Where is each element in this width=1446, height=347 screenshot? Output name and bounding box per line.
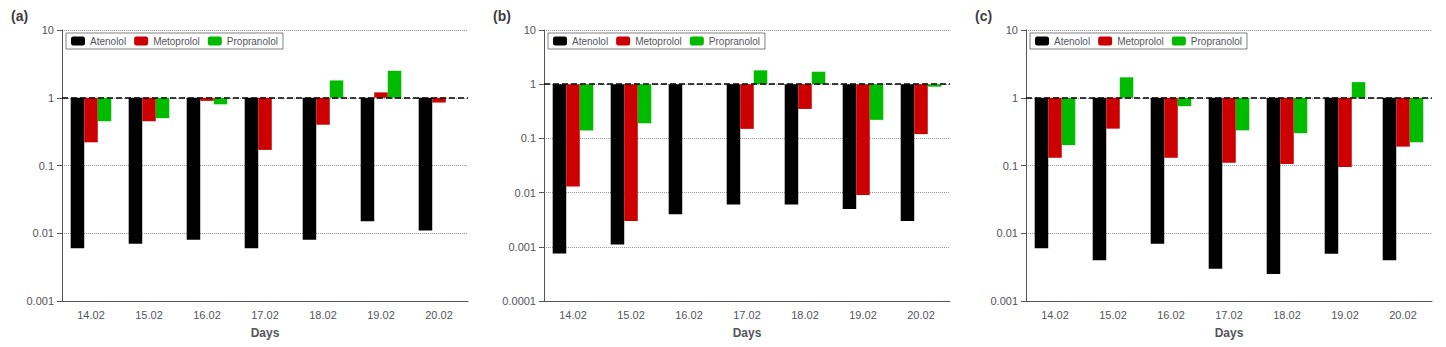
svg-text:1: 1	[530, 78, 536, 90]
svg-text:17.02: 17.02	[733, 309, 761, 321]
svg-text:(a): (a)	[11, 8, 28, 24]
svg-text:19.02: 19.02	[367, 309, 395, 321]
svg-text:17.02: 17.02	[251, 309, 279, 321]
svg-text:Days: Days	[251, 326, 280, 340]
svg-text:Days: Days	[733, 326, 762, 340]
svg-text:0.01: 0.01	[997, 227, 1018, 239]
svg-text:Propranolol: Propranolol	[709, 36, 760, 47]
svg-text:17.02: 17.02	[1215, 309, 1243, 321]
svg-text:20.02: 20.02	[1389, 309, 1417, 321]
svg-text:0.001: 0.001	[508, 241, 536, 253]
svg-text:0.01: 0.01	[515, 187, 536, 199]
svg-text:15.02: 15.02	[617, 309, 645, 321]
svg-text:0.1: 0.1	[521, 132, 536, 144]
svg-text:15.02: 15.02	[1099, 309, 1127, 321]
svg-text:1: 1	[1012, 92, 1018, 104]
svg-text:Metoprolol: Metoprolol	[635, 36, 682, 47]
svg-text:15.02: 15.02	[135, 309, 163, 321]
svg-text:Metoprolol: Metoprolol	[1117, 36, 1164, 47]
svg-text:Metoprolol: Metoprolol	[153, 36, 200, 47]
svg-text:0.01: 0.01	[33, 227, 54, 239]
svg-text:0.0001: 0.0001	[502, 295, 536, 307]
svg-text:0.1: 0.1	[1003, 160, 1018, 172]
svg-text:1: 1	[48, 92, 54, 104]
svg-text:18.02: 18.02	[309, 309, 337, 321]
svg-text:14.02: 14.02	[77, 309, 105, 321]
svg-text:19.02: 19.02	[849, 309, 877, 321]
svg-text:20.02: 20.02	[907, 309, 935, 321]
svg-text:Days: Days	[1215, 326, 1244, 340]
svg-text:14.02: 14.02	[1041, 309, 1069, 321]
svg-text:(b): (b)	[493, 8, 511, 24]
svg-text:Atenolol: Atenolol	[572, 36, 608, 47]
svg-text:10: 10	[1006, 24, 1018, 36]
svg-text:10: 10	[524, 24, 536, 36]
svg-text:0.001: 0.001	[26, 295, 54, 307]
svg-text:18.02: 18.02	[791, 309, 819, 321]
svg-text:16.02: 16.02	[193, 309, 221, 321]
svg-text:16.02: 16.02	[675, 309, 703, 321]
svg-text:20.02: 20.02	[425, 309, 453, 321]
svg-text:19.02: 19.02	[1331, 309, 1359, 321]
svg-text:0.001: 0.001	[990, 295, 1018, 307]
svg-text:0.1: 0.1	[39, 160, 54, 172]
svg-text:18.02: 18.02	[1273, 309, 1301, 321]
svg-text:14.02: 14.02	[559, 309, 587, 321]
svg-text:Propranolol: Propranolol	[227, 36, 278, 47]
svg-text:10: 10	[42, 24, 54, 36]
svg-text:(c): (c)	[975, 8, 992, 24]
svg-text:Atenolol: Atenolol	[1054, 36, 1090, 47]
svg-text:Propranolol: Propranolol	[1191, 36, 1242, 47]
svg-text:16.02: 16.02	[1157, 309, 1185, 321]
svg-text:Atenolol: Atenolol	[90, 36, 126, 47]
